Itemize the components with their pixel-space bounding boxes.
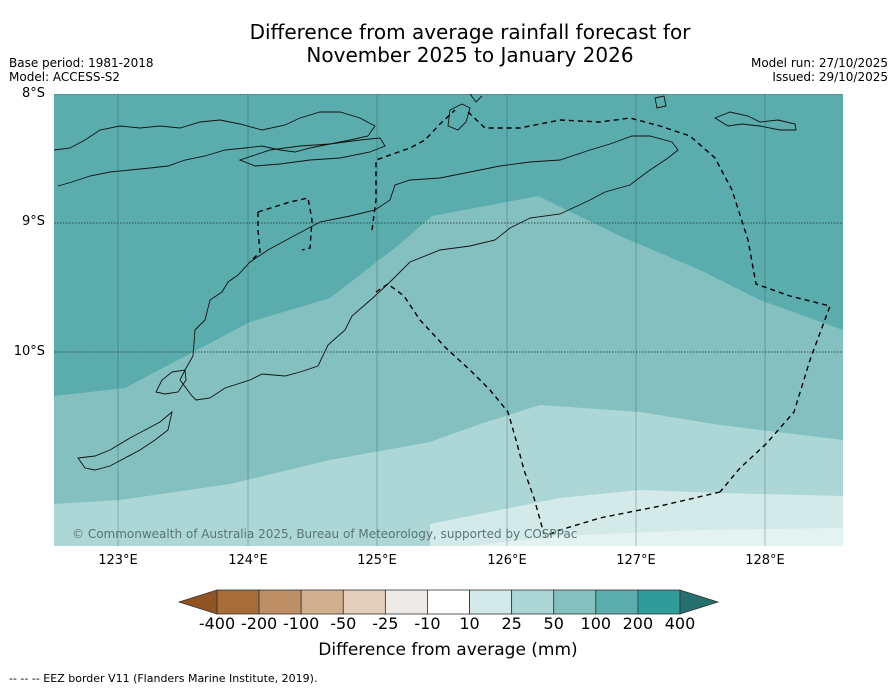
- lon-label-123e: 123°E: [98, 553, 138, 568]
- colorbar-tick-label: 100: [580, 614, 612, 633]
- colorbar-tick-label: -100: [283, 614, 320, 633]
- zone-25: [430, 490, 843, 546]
- colorbar-segment: [384, 589, 428, 615]
- base-period: Base period: 1981-2018: [9, 56, 154, 70]
- lon-label-128e: 128°E: [745, 553, 785, 568]
- issued-date: Issued: 29/10/2025: [772, 70, 888, 84]
- chart-title-line2: November 2025 to January 2026: [306, 43, 634, 67]
- eez-border: [249, 109, 831, 537]
- alor-coast: [155, 369, 187, 395]
- colorbar-segment: [216, 589, 260, 615]
- colorbar-tick-label: -200: [240, 614, 278, 633]
- colorbar-tick-label: 25: [501, 614, 522, 633]
- colorbar-segment: [469, 589, 513, 615]
- colorbar-tick-label: -400: [198, 614, 236, 633]
- colorbar-tick-label: 200: [622, 614, 654, 633]
- wetar-coast: [238, 137, 386, 167]
- lon-label-124e: 124°E: [228, 553, 268, 568]
- small-island: [469, 94, 483, 103]
- colorbar-segment: [300, 589, 344, 615]
- lon-label-125e: 125°E: [357, 553, 397, 568]
- colorbar-under-arrow: [177, 589, 218, 615]
- colorbar-over-arrow: [679, 589, 720, 615]
- lon-label-126e: 126°E: [487, 553, 527, 568]
- lon-label-127e: 127°E: [616, 553, 656, 568]
- zone-10: [470, 528, 843, 546]
- model-name: Model: ACCESS-S2: [9, 70, 121, 84]
- colorbar-tick-label: -50: [330, 614, 357, 633]
- colorbar-segment: [427, 589, 470, 615]
- atauro-coast: [447, 103, 471, 131]
- model-run-date: Model run: 27/10/2025: [750, 56, 888, 70]
- coastlines: [54, 94, 797, 471]
- lat-label-8s: 8°S: [21, 86, 45, 101]
- latitude-lines: [54, 94, 843, 353]
- chart-title-line1: Difference from average rainfall forecas…: [249, 20, 691, 44]
- damar-coast: [714, 111, 797, 131]
- colorbar-segment: [258, 589, 302, 615]
- colorbar-segment: [511, 589, 555, 615]
- colorbar-segment: [342, 589, 386, 615]
- lat-label-10s: 10°S: [13, 344, 45, 359]
- timor-coast: [179, 135, 679, 401]
- colorbar-segment: [595, 589, 639, 615]
- north-islands-west: [54, 111, 376, 187]
- eez-footnote: -- -- -- EEZ border V11 (Flanders Marine…: [9, 672, 318, 685]
- lat-label-9s: 9°S: [21, 214, 45, 229]
- colorbar-segment: [553, 589, 597, 615]
- rote-coast: [77, 410, 173, 471]
- colorbar-tick-label: 10: [459, 614, 480, 633]
- graticule: [117, 94, 766, 546]
- colorbar-segment: [637, 589, 681, 615]
- colorbar-label: Difference from average (mm): [318, 640, 578, 660]
- colorbar-tick-label: 50: [543, 614, 564, 633]
- colorbar-tick-label: -25: [372, 614, 399, 633]
- copyright-notice: © Commonwealth of Australia 2025, Bureau…: [72, 527, 578, 541]
- colorbar: [177, 589, 720, 615]
- colorbar-tick-label: -10: [414, 614, 441, 633]
- romang-coast: [654, 95, 667, 109]
- colorbar-tick-label: 400: [664, 614, 696, 633]
